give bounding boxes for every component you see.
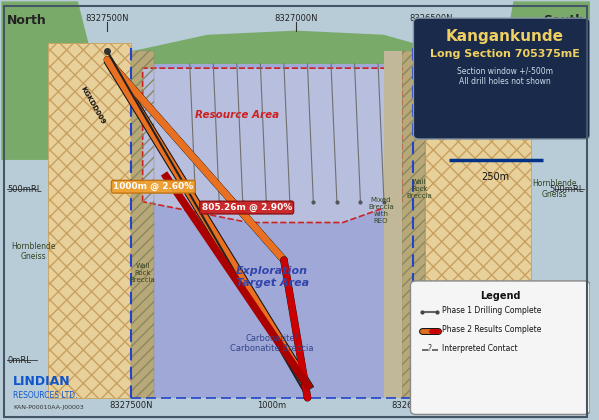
Text: Exploration
Target Area: Exploration Target Area [235, 266, 308, 288]
FancyBboxPatch shape [413, 18, 590, 139]
Text: Resource Area: Resource Area [195, 110, 279, 120]
Text: ?: ? [427, 344, 431, 353]
Polygon shape [384, 52, 402, 398]
Polygon shape [143, 68, 402, 223]
Polygon shape [143, 64, 413, 398]
Polygon shape [1, 1, 107, 160]
Text: 8326500N: 8326500N [409, 14, 453, 23]
Polygon shape [425, 43, 531, 398]
Text: Mixed
Breccia
with
REO: Mixed Breccia with REO [368, 197, 394, 223]
Polygon shape [78, 31, 513, 160]
Text: Wall
Rock
Breccia: Wall Rock Breccia [406, 179, 432, 199]
Text: 8327000N: 8327000N [274, 14, 317, 23]
Polygon shape [131, 52, 155, 398]
Text: 500mRL: 500mRL [550, 185, 584, 194]
Text: Carbonatite/
Carbonatite Breccia: Carbonatite/ Carbonatite Breccia [231, 334, 314, 353]
Text: KAN-P00010AA-J00003: KAN-P00010AA-J00003 [13, 405, 84, 410]
Text: 500mRL: 500mRL [7, 185, 42, 194]
Text: 0mRL: 0mRL [560, 356, 584, 365]
Text: Legend: Legend [480, 291, 521, 302]
FancyBboxPatch shape [410, 281, 590, 415]
Text: Wall
Rock
Breccia: Wall Rock Breccia [130, 262, 156, 283]
Text: RESOURCES LTD.: RESOURCES LTD. [13, 391, 78, 400]
Text: Long Section 705375mE: Long Section 705375mE [429, 50, 580, 59]
Text: 1000m: 1000m [258, 401, 287, 410]
Text: LINDIAN: LINDIAN [13, 375, 71, 388]
Polygon shape [484, 1, 590, 160]
Text: 1000m @ 2.60%: 1000m @ 2.60% [113, 182, 193, 191]
Text: 250m: 250m [482, 173, 510, 182]
Text: North: North [7, 14, 47, 27]
Text: Phase 2 Results Complete: Phase 2 Results Complete [441, 325, 541, 334]
Polygon shape [49, 43, 131, 398]
Text: 8327500N: 8327500N [109, 401, 153, 410]
Text: All drill holes not shown: All drill holes not shown [459, 77, 550, 87]
Text: Kangankunde: Kangankunde [446, 29, 564, 44]
Text: 805.26m @ 2.90%: 805.26m @ 2.90% [201, 203, 292, 212]
Text: Section window +/-500m: Section window +/-500m [456, 66, 553, 75]
Text: KGKDD009: KGKDD009 [79, 86, 106, 126]
Text: 8327500N: 8327500N [86, 14, 129, 23]
Text: Hornblende
Gneiss: Hornblende Gneiss [11, 242, 56, 261]
Text: Phase 1 Drilling Complete: Phase 1 Drilling Complete [441, 307, 541, 315]
Text: 0mRL: 0mRL [7, 356, 31, 365]
Text: Hornblende
Gneiss: Hornblende Gneiss [533, 179, 577, 199]
Text: 8326500N: 8326500N [392, 401, 435, 410]
Text: Interpreted Contact: Interpreted Contact [441, 344, 518, 353]
Polygon shape [402, 52, 425, 398]
Text: South: South [543, 14, 584, 27]
